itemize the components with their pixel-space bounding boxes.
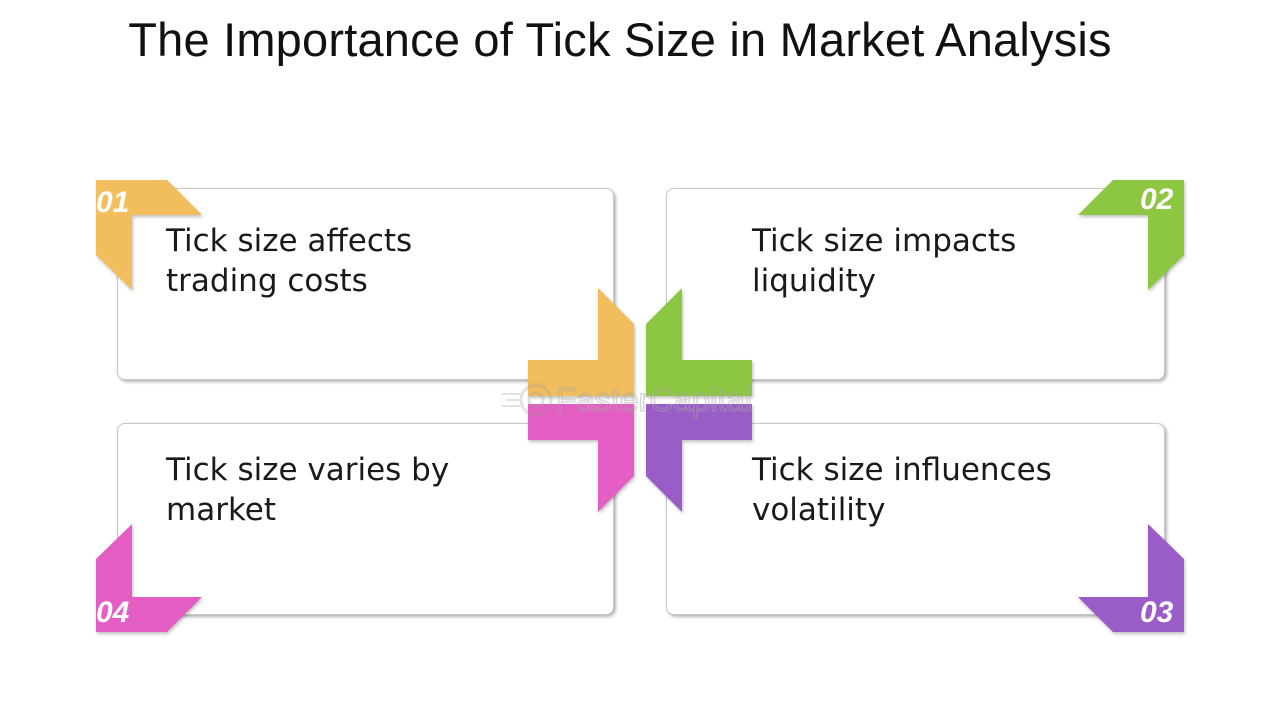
item-card-03: Tick size influences volatility <box>666 423 1165 615</box>
corner-ribbon-02 <box>1078 180 1184 290</box>
fastercapital-watermark: FasterCapital <box>502 380 753 419</box>
page-title: The Importance of Tick Size in Market An… <box>128 13 1112 66</box>
item-number-04: 04 <box>96 596 130 629</box>
center-arrow-pink <box>528 404 634 512</box>
item-card-01: Tick size affects trading costs <box>117 188 614 380</box>
fastercapital-logo-icon <box>502 383 553 417</box>
item-number-02: 02 <box>1140 183 1174 216</box>
item-text-03: Tick size influences volatility <box>752 452 1052 528</box>
corner-ribbon-01 <box>96 180 202 290</box>
corner-ribbon-04 <box>96 524 202 632</box>
item-text-02: Tick size impacts liquidity <box>752 223 1017 299</box>
center-arrow-orange <box>528 288 634 396</box>
item-card-02: Tick size impacts liquidity <box>666 188 1165 380</box>
item-number-01: 01 <box>96 186 130 219</box>
center-arrow-purple <box>646 404 752 512</box>
center-arrow-green <box>646 288 752 396</box>
item-text-04: Tick size varies by market <box>166 452 450 528</box>
watermark-text: FasterCapital <box>556 381 752 418</box>
item-text-01: Tick size affects trading costs <box>166 223 413 299</box>
corner-ribbon-03 <box>1078 524 1184 632</box>
item-number-03: 03 <box>1140 596 1174 629</box>
item-card-04: Tick size varies by market <box>117 423 614 615</box>
